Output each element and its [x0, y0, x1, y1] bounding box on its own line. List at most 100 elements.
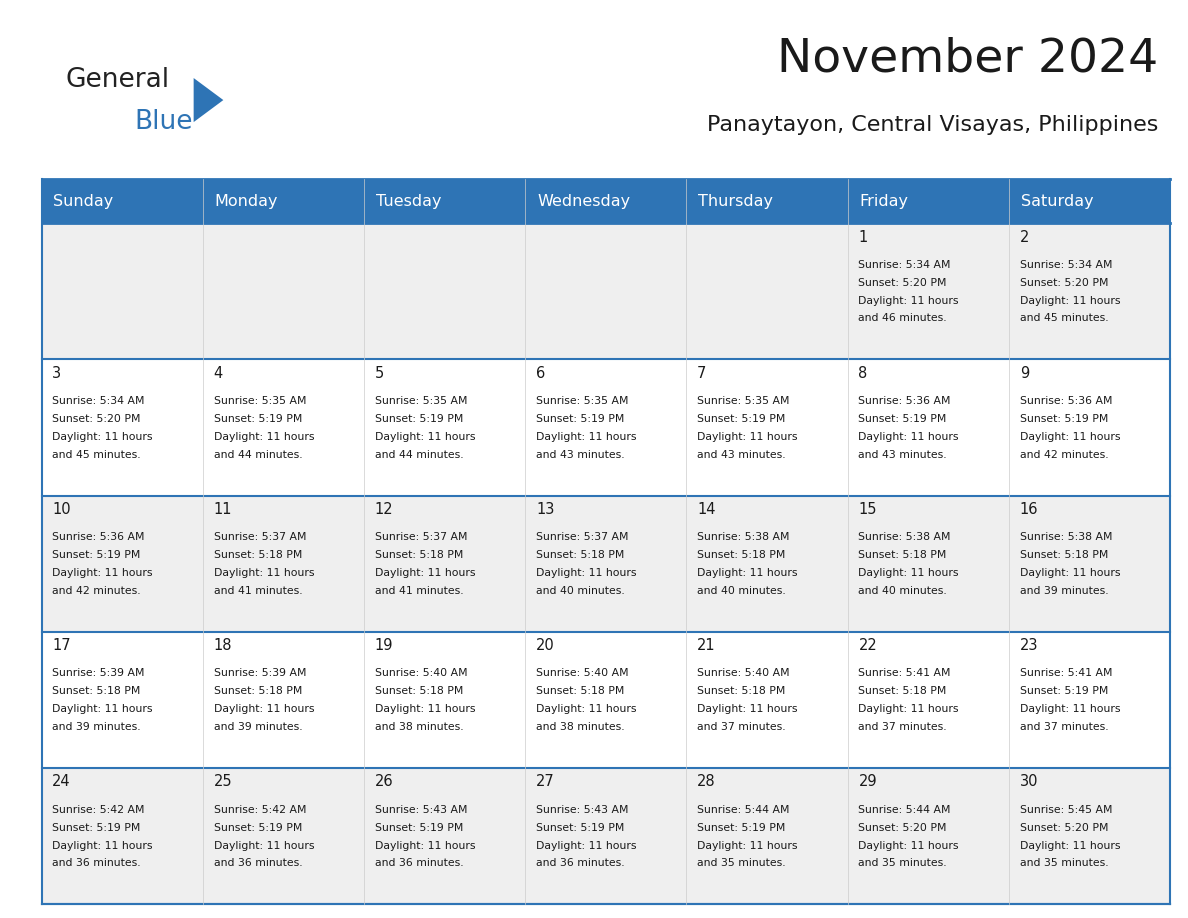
Text: Sunrise: 5:34 AM: Sunrise: 5:34 AM: [1019, 260, 1112, 270]
Text: Sunset: 5:18 PM: Sunset: 5:18 PM: [374, 550, 463, 560]
Text: and 36 minutes.: and 36 minutes.: [52, 858, 141, 868]
Text: and 40 minutes.: and 40 minutes.: [859, 586, 947, 596]
Text: Sunset: 5:19 PM: Sunset: 5:19 PM: [536, 414, 625, 424]
Text: Sunset: 5:19 PM: Sunset: 5:19 PM: [52, 823, 140, 833]
Bar: [42, 179, 203, 223]
Text: 15: 15: [859, 502, 877, 517]
Text: Daylight: 11 hours: Daylight: 11 hours: [52, 841, 153, 850]
Text: 16: 16: [1019, 502, 1038, 517]
Text: Sunset: 5:20 PM: Sunset: 5:20 PM: [52, 414, 140, 424]
Text: Sunrise: 5:41 AM: Sunrise: 5:41 AM: [1019, 668, 1112, 678]
Text: Daylight: 11 hours: Daylight: 11 hours: [697, 568, 797, 578]
Text: Sunset: 5:20 PM: Sunset: 5:20 PM: [859, 277, 947, 287]
Text: Sunrise: 5:40 AM: Sunrise: 5:40 AM: [697, 668, 790, 678]
Text: Sunrise: 5:34 AM: Sunrise: 5:34 AM: [52, 396, 145, 406]
Text: 5: 5: [374, 365, 384, 381]
Text: 4: 4: [214, 365, 223, 381]
Text: 19: 19: [374, 638, 393, 654]
Text: Sunrise: 5:37 AM: Sunrise: 5:37 AM: [536, 532, 628, 543]
Text: Daylight: 11 hours: Daylight: 11 hours: [214, 704, 314, 714]
Text: and 39 minutes.: and 39 minutes.: [52, 722, 141, 733]
Text: and 38 minutes.: and 38 minutes.: [374, 722, 463, 733]
Bar: [42, 768, 203, 904]
Bar: [364, 359, 525, 496]
Text: 10: 10: [52, 502, 71, 517]
Text: Daylight: 11 hours: Daylight: 11 hours: [859, 704, 959, 714]
Text: Sunset: 5:20 PM: Sunset: 5:20 PM: [859, 823, 947, 833]
Text: Sunrise: 5:36 AM: Sunrise: 5:36 AM: [1019, 396, 1112, 406]
Text: Sunset: 5:18 PM: Sunset: 5:18 PM: [859, 550, 947, 560]
Text: Sunrise: 5:35 AM: Sunrise: 5:35 AM: [374, 396, 467, 406]
Bar: [848, 632, 1009, 768]
Text: 9: 9: [1019, 365, 1029, 381]
Text: Sunrise: 5:43 AM: Sunrise: 5:43 AM: [374, 805, 467, 814]
Text: Daylight: 11 hours: Daylight: 11 hours: [214, 568, 314, 578]
Text: Wednesday: Wednesday: [537, 194, 631, 208]
Text: 29: 29: [859, 775, 877, 789]
Text: Sunrise: 5:39 AM: Sunrise: 5:39 AM: [52, 668, 145, 678]
Text: Daylight: 11 hours: Daylight: 11 hours: [859, 296, 959, 306]
Bar: [364, 179, 525, 223]
Bar: [848, 223, 1009, 359]
Text: and 42 minutes.: and 42 minutes.: [1019, 450, 1108, 460]
Text: Blue: Blue: [134, 108, 192, 135]
Text: Daylight: 11 hours: Daylight: 11 hours: [536, 431, 637, 442]
Text: and 37 minutes.: and 37 minutes.: [1019, 722, 1108, 733]
Text: Daylight: 11 hours: Daylight: 11 hours: [697, 704, 797, 714]
Bar: [364, 496, 525, 632]
Text: Sunset: 5:18 PM: Sunset: 5:18 PM: [697, 687, 785, 697]
Text: and 36 minutes.: and 36 minutes.: [536, 858, 625, 868]
Text: and 38 minutes.: and 38 minutes.: [536, 722, 625, 733]
Text: and 39 minutes.: and 39 minutes.: [1019, 586, 1108, 596]
Bar: [1009, 223, 1170, 359]
Polygon shape: [194, 78, 223, 122]
Bar: [203, 359, 364, 496]
Text: and 40 minutes.: and 40 minutes.: [536, 586, 625, 596]
Text: Sunrise: 5:36 AM: Sunrise: 5:36 AM: [859, 396, 950, 406]
Text: Sunrise: 5:34 AM: Sunrise: 5:34 AM: [859, 260, 950, 270]
Text: 14: 14: [697, 502, 715, 517]
Bar: [42, 496, 203, 632]
Text: and 42 minutes.: and 42 minutes.: [52, 586, 141, 596]
Bar: [364, 223, 525, 359]
Text: Sunset: 5:19 PM: Sunset: 5:19 PM: [859, 414, 947, 424]
Text: Sunrise: 5:45 AM: Sunrise: 5:45 AM: [1019, 805, 1112, 814]
Text: Friday: Friday: [860, 194, 909, 208]
Text: 6: 6: [536, 365, 545, 381]
Text: 27: 27: [536, 775, 555, 789]
Text: Sunset: 5:19 PM: Sunset: 5:19 PM: [697, 823, 785, 833]
Text: 1: 1: [859, 230, 867, 244]
Text: Sunrise: 5:43 AM: Sunrise: 5:43 AM: [536, 805, 628, 814]
Bar: [848, 359, 1009, 496]
Text: Sunrise: 5:41 AM: Sunrise: 5:41 AM: [859, 668, 950, 678]
Text: 21: 21: [697, 638, 716, 654]
Text: Sunrise: 5:42 AM: Sunrise: 5:42 AM: [214, 805, 307, 814]
Text: Daylight: 11 hours: Daylight: 11 hours: [1019, 841, 1120, 850]
Text: Daylight: 11 hours: Daylight: 11 hours: [214, 841, 314, 850]
Text: and 45 minutes.: and 45 minutes.: [52, 450, 141, 460]
Text: Sunset: 5:18 PM: Sunset: 5:18 PM: [859, 687, 947, 697]
Text: Sunrise: 5:35 AM: Sunrise: 5:35 AM: [536, 396, 628, 406]
Text: Daylight: 11 hours: Daylight: 11 hours: [697, 841, 797, 850]
Text: 25: 25: [214, 775, 232, 789]
Bar: [203, 768, 364, 904]
Text: Sunrise: 5:44 AM: Sunrise: 5:44 AM: [859, 805, 950, 814]
Text: 13: 13: [536, 502, 555, 517]
Text: 12: 12: [374, 502, 393, 517]
Bar: [42, 632, 203, 768]
Text: and 45 minutes.: and 45 minutes.: [1019, 314, 1108, 323]
Text: Daylight: 11 hours: Daylight: 11 hours: [52, 704, 153, 714]
Text: and 35 minutes.: and 35 minutes.: [697, 858, 785, 868]
Text: Tuesday: Tuesday: [375, 194, 442, 208]
Text: Monday: Monday: [215, 194, 278, 208]
Bar: [525, 179, 687, 223]
Text: 23: 23: [1019, 638, 1038, 654]
Text: Daylight: 11 hours: Daylight: 11 hours: [859, 431, 959, 442]
Text: Sunset: 5:20 PM: Sunset: 5:20 PM: [1019, 823, 1108, 833]
Text: Sunset: 5:19 PM: Sunset: 5:19 PM: [52, 550, 140, 560]
Text: and 46 minutes.: and 46 minutes.: [859, 314, 947, 323]
Text: Sunrise: 5:35 AM: Sunrise: 5:35 AM: [697, 396, 790, 406]
Text: Daylight: 11 hours: Daylight: 11 hours: [859, 568, 959, 578]
Bar: [525, 223, 687, 359]
Text: 24: 24: [52, 775, 71, 789]
